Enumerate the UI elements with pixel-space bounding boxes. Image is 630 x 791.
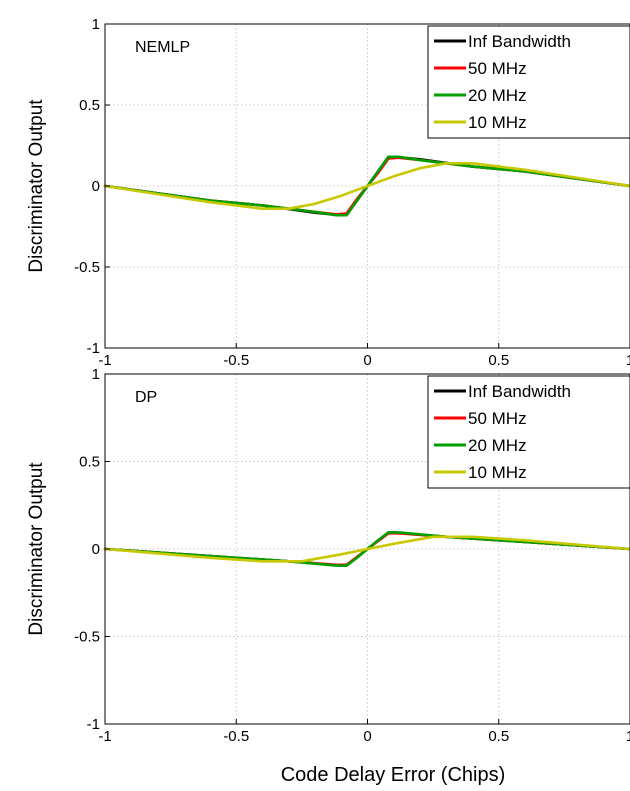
y-tick-label: 0.5 — [79, 454, 100, 471]
legend-label: 50 MHz — [468, 59, 527, 78]
x-tick-label: 0.5 — [488, 728, 509, 745]
legend-label: Inf Bandwidth — [468, 382, 571, 401]
x-tick-label: 1 — [626, 352, 630, 369]
y-tick-label: -1 — [87, 716, 100, 733]
y-tick-label: -0.5 — [74, 629, 100, 646]
y-axis-label: Discriminator Output — [26, 99, 47, 273]
legend-box — [427, 25, 630, 139]
x-tick-label: -0.5 — [223, 352, 249, 369]
legend-label: 10 MHz — [468, 113, 527, 132]
x-tick-label: -1 — [98, 352, 111, 369]
y-tick-label: 1 — [92, 366, 100, 383]
legend-label: 20 MHz — [468, 86, 527, 105]
y-tick-label: -1 — [87, 340, 100, 357]
x-tick-label: 0 — [363, 352, 371, 369]
x-tick-label: -0.5 — [223, 728, 249, 745]
legend-box — [427, 375, 630, 489]
legend-label: 20 MHz — [468, 436, 527, 455]
series-line-10-mhz — [103, 535, 630, 563]
y-tick-label: 0 — [92, 541, 100, 558]
x-axis-label: Code Delay Error (Chips) — [281, 764, 506, 786]
y-tick-label: 0.5 — [79, 97, 100, 114]
y-tick-label: -0.5 — [74, 259, 100, 276]
legend-label: 10 MHz — [468, 463, 527, 482]
x-tick-label: 0.5 — [488, 352, 509, 369]
y-tick-label: 0 — [92, 178, 100, 195]
chart-panel-dp: -1 -0.5 0 0.5 1 -1 -0.5 0 0.5 1 Discriminator Outp… — [26, 366, 630, 745]
x-tick-label: -1 — [98, 728, 111, 745]
legend-label: 50 MHz — [468, 409, 527, 428]
series-line-10-mhz — [103, 162, 630, 210]
x-tick-label: 1 — [626, 728, 630, 745]
panel-annotation: DP — [135, 389, 157, 406]
panel-annotation: NEMLP — [135, 39, 190, 56]
legend: Inf Bandwidth 50 MHz 20 MHz 10 MHz — [427, 375, 630, 489]
y-axis-label: Discriminator Output — [26, 462, 47, 636]
chart-panel-nemlp: -1 -0.5 0 0.5 1 -1 -0.5 0 0.5 1 Discriminator Outp… — [26, 16, 630, 369]
y-tick-label: 1 — [92, 16, 100, 33]
legend: Inf Bandwidth 50 MHz 20 MHz 10 MHz — [427, 25, 630, 139]
x-tick-label: 0 — [363, 728, 371, 745]
legend-label: Inf Bandwidth — [468, 32, 571, 51]
